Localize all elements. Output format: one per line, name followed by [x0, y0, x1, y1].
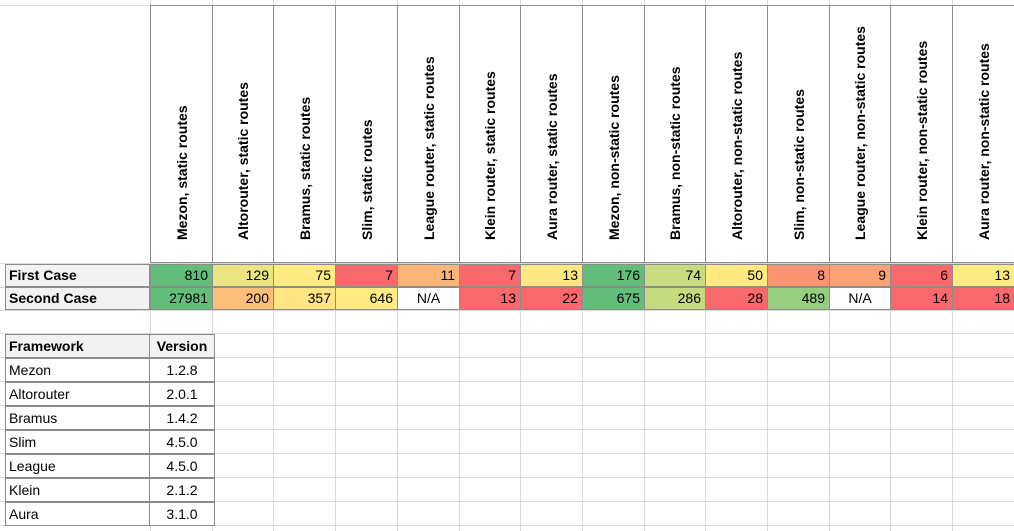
framework-name-cell[interactable]: Aura [5, 502, 150, 526]
table-cell[interactable]: 22 [520, 287, 583, 310]
framework-name-cell[interactable]: Klein [5, 478, 150, 502]
column-header[interactable]: League router, static routes [397, 5, 460, 263]
table-cell[interactable]: 13 [952, 264, 1014, 287]
column-header-label: Mezon, static routes [173, 105, 190, 240]
column-header[interactable]: Klein router, static routes [459, 5, 521, 263]
column-header-label: League router, static routes [420, 56, 437, 240]
table-cell[interactable]: 7 [335, 264, 398, 287]
table-cell[interactable]: 13 [520, 264, 583, 287]
framework-name-cell[interactable]: League [5, 454, 150, 478]
column-header-label: Bramus, static routes [296, 96, 313, 240]
table-cell[interactable]: 810 [150, 264, 213, 287]
framework-version-cell[interactable]: 3.1.0 [149, 502, 215, 526]
column-header[interactable]: Aura router, non-static routes [952, 5, 1014, 263]
framework-version-cell[interactable]: 4.5.0 [149, 430, 215, 454]
framework-name-cell[interactable]: Altorouter [5, 382, 150, 406]
column-header[interactable]: Klein router, non-static routes [890, 5, 953, 263]
column-header[interactable]: Bramus, static routes [273, 5, 336, 263]
table-cell[interactable]: 675 [582, 287, 645, 310]
column-header-label: Mezon, non-static routes [605, 75, 622, 240]
table-cell[interactable]: 489 [767, 287, 830, 310]
framework-version-cell[interactable]: 4.5.0 [149, 454, 215, 478]
table-cell[interactable]: N/A [829, 287, 891, 310]
table-cell[interactable]: 357 [273, 287, 336, 310]
table-cell[interactable]: 28 [705, 287, 768, 310]
table-cell[interactable]: 200 [212, 287, 274, 310]
table-cell[interactable]: 7 [459, 264, 521, 287]
framework-name-cell[interactable]: Mezon [5, 358, 150, 382]
column-header[interactable]: Aura router, static routes [520, 5, 583, 263]
table-cell[interactable]: 176 [582, 264, 645, 287]
table-cell[interactable]: 75 [273, 264, 336, 287]
table-cell[interactable]: 27981 [150, 287, 213, 310]
table-cell[interactable]: 74 [644, 264, 706, 287]
column-header[interactable]: Altorouter, non-static routes [705, 5, 768, 263]
column-header[interactable]: Slim, static routes [335, 5, 398, 263]
column-header[interactable]: Mezon, static routes [150, 5, 213, 263]
column-header-label: Altorouter, static routes [235, 82, 251, 240]
column-header-label: Aura router, non-static routes [975, 43, 992, 240]
table-cell[interactable]: 286 [644, 287, 706, 310]
framework-version-cell[interactable]: 1.2.8 [149, 358, 215, 382]
column-header[interactable]: Mezon, non-static routes [582, 5, 645, 263]
column-header[interactable]: Altorouter, static routes [212, 5, 274, 263]
column-header-label: Slim, non-static routes [790, 89, 807, 240]
framework-version-cell[interactable]: 2.0.1 [149, 382, 215, 406]
framework-version-cell[interactable]: 1.4.2 [149, 406, 215, 430]
framework-name-cell[interactable]: Slim [5, 430, 150, 454]
column-header[interactable]: Bramus, non-static routes [644, 5, 706, 263]
table-cell[interactable]: 13 [459, 287, 521, 310]
column-header-label: Klein router, static routes [482, 71, 498, 240]
column-header-label: League router, non-static routes [852, 26, 868, 240]
framework-header[interactable]: Framework [5, 334, 150, 358]
column-header-label: Slim, static routes [358, 119, 375, 240]
column-header-label: Bramus, non-static routes [667, 66, 683, 240]
table-cell[interactable]: N/A [397, 287, 460, 310]
table-cell[interactable]: 8 [767, 264, 830, 287]
column-header-label: Klein router, non-static routes [913, 40, 930, 240]
framework-name-cell[interactable]: Bramus [5, 406, 150, 430]
framework-version-cell[interactable]: 2.1.2 [149, 478, 215, 502]
row-label[interactable]: Second Case [5, 287, 150, 310]
table-cell[interactable]: 14 [890, 287, 953, 310]
table-cell[interactable]: 6 [890, 264, 953, 287]
column-header-label: Aura router, static routes [543, 73, 560, 241]
row-label[interactable]: First Case [5, 264, 150, 287]
table-cell[interactable]: 50 [705, 264, 768, 287]
column-header[interactable]: Slim, non-static routes [767, 5, 830, 263]
version-header[interactable]: Version [149, 334, 215, 358]
table-cell[interactable]: 646 [335, 287, 398, 310]
table-cell[interactable]: 11 [397, 264, 460, 287]
table-cell[interactable]: 9 [829, 264, 891, 287]
column-header[interactable]: League router, non-static routes [829, 5, 891, 263]
table-cell[interactable]: 129 [212, 264, 274, 287]
column-header-label: Altorouter, non-static routes [728, 51, 745, 240]
table-cell[interactable]: 18 [952, 287, 1014, 310]
